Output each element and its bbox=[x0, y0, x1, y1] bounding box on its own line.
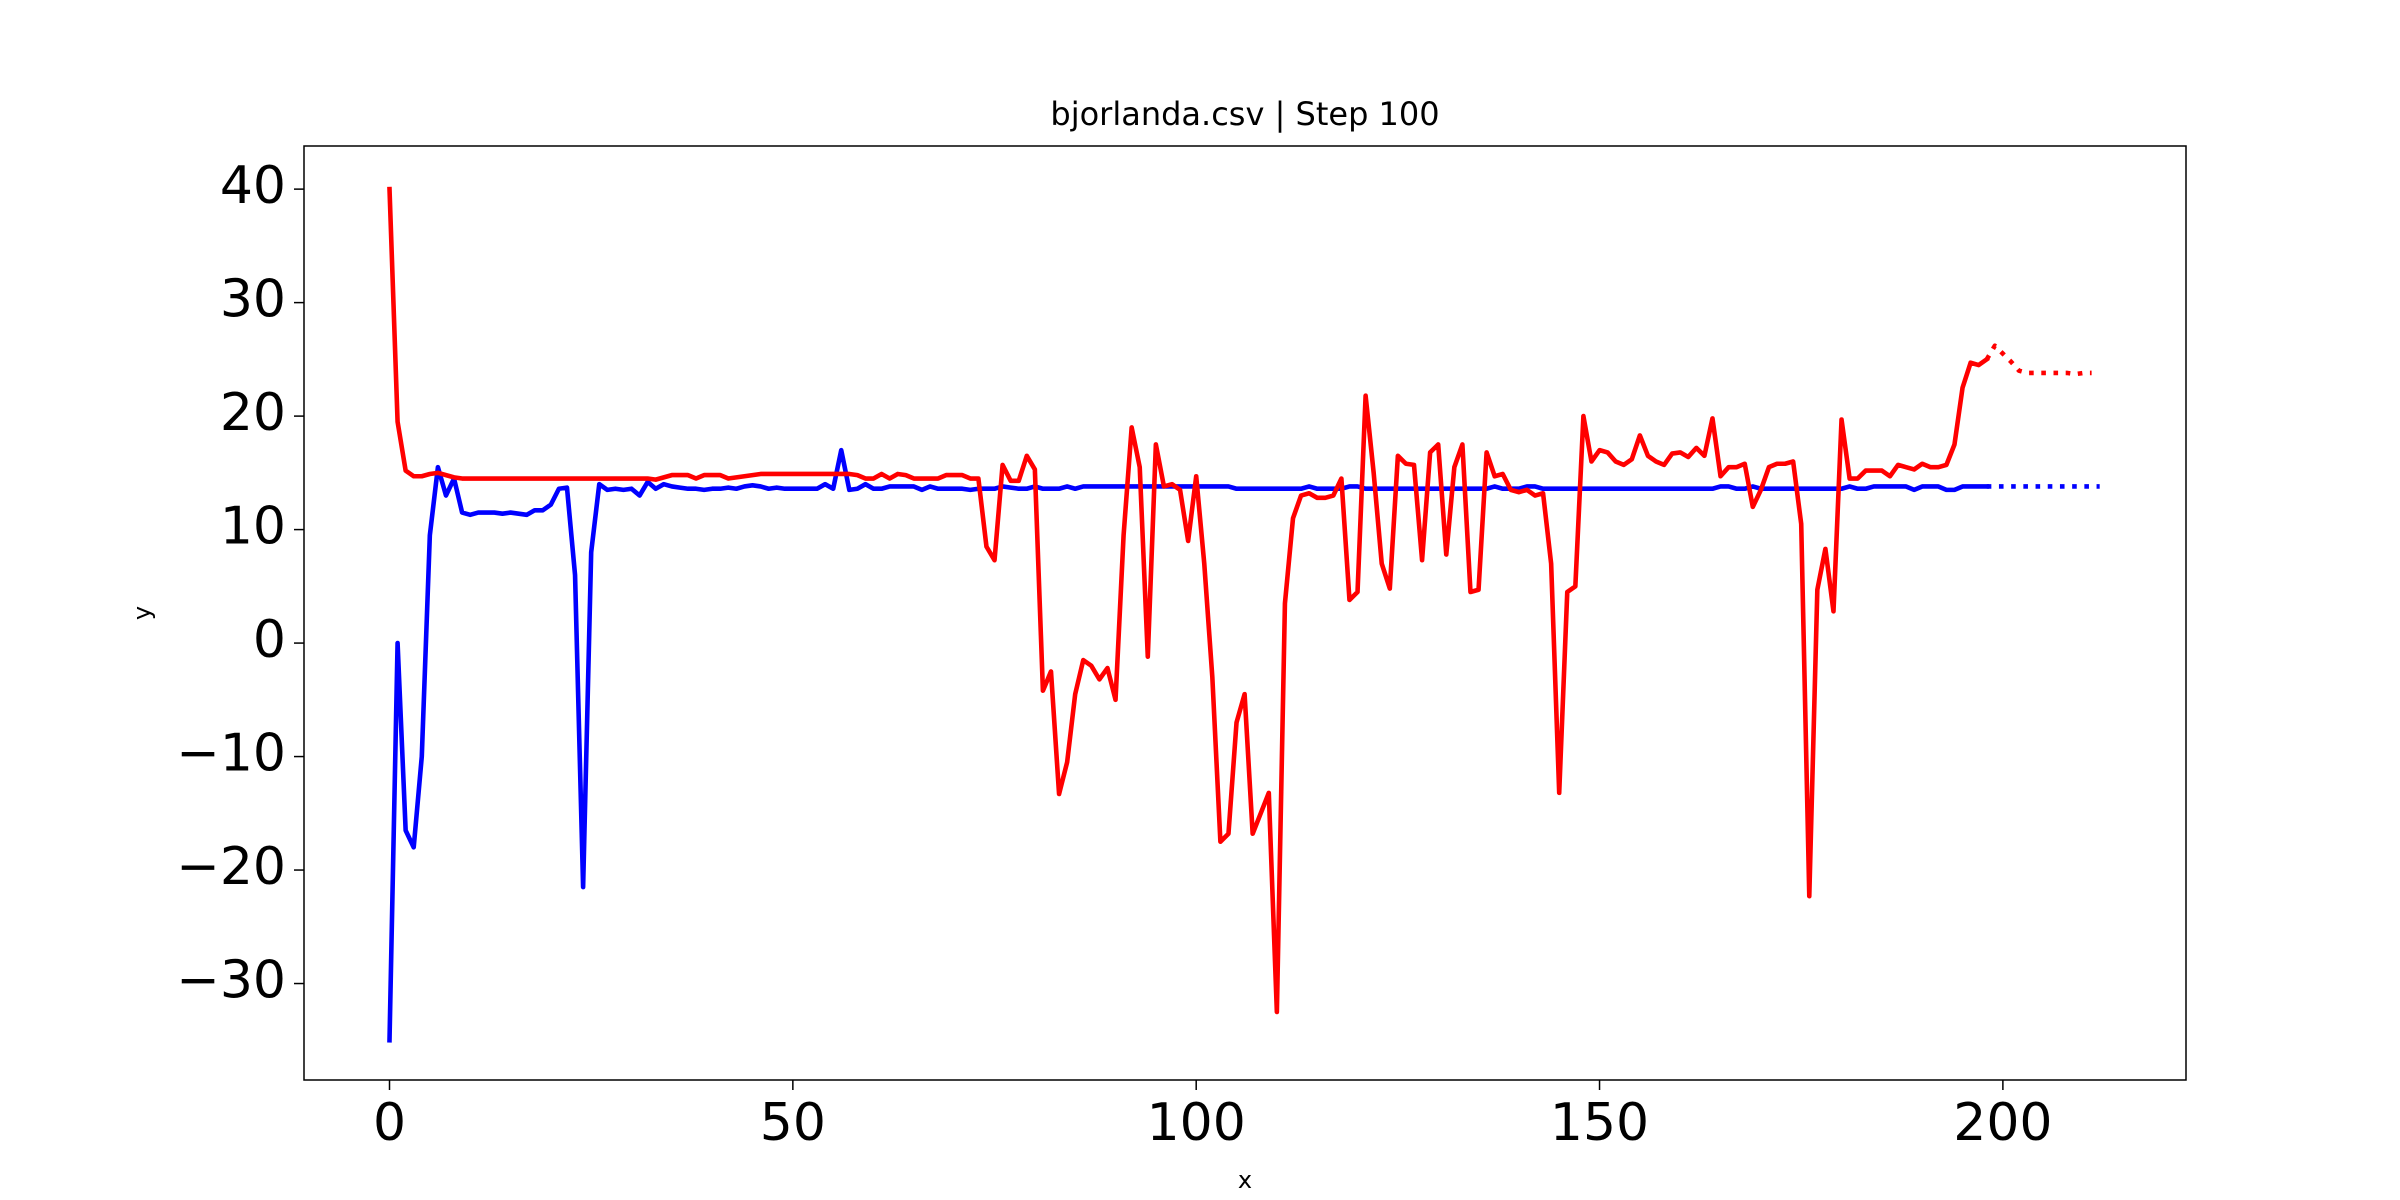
y-tick-label: 10 bbox=[220, 497, 286, 557]
plot-frame bbox=[303, 145, 2187, 1081]
y-tick-label: 40 bbox=[220, 156, 286, 216]
x-tick-label: 50 bbox=[760, 1093, 826, 1153]
y-tick-label: 20 bbox=[220, 383, 286, 443]
x-tick-label: 200 bbox=[1953, 1093, 2052, 1153]
y-tick-label: 30 bbox=[220, 270, 286, 330]
data-line bbox=[387, 186, 1990, 1015]
y-tick-label: −10 bbox=[176, 724, 286, 784]
y-tick-label: 0 bbox=[253, 610, 286, 670]
x-tick-label: 100 bbox=[1147, 1093, 1246, 1153]
x-tick-label: 150 bbox=[1550, 1093, 1649, 1153]
y-axis-label: y bbox=[128, 606, 156, 620]
data-line bbox=[387, 447, 1990, 1043]
y-tick-label: −20 bbox=[176, 837, 286, 897]
x-axis-label: x bbox=[1238, 1166, 1252, 1194]
y-tick-label: −30 bbox=[176, 951, 286, 1011]
chart-title: bjorlanda.csv | Step 100 bbox=[1050, 95, 1439, 133]
x-tick-label: 0 bbox=[373, 1093, 406, 1153]
